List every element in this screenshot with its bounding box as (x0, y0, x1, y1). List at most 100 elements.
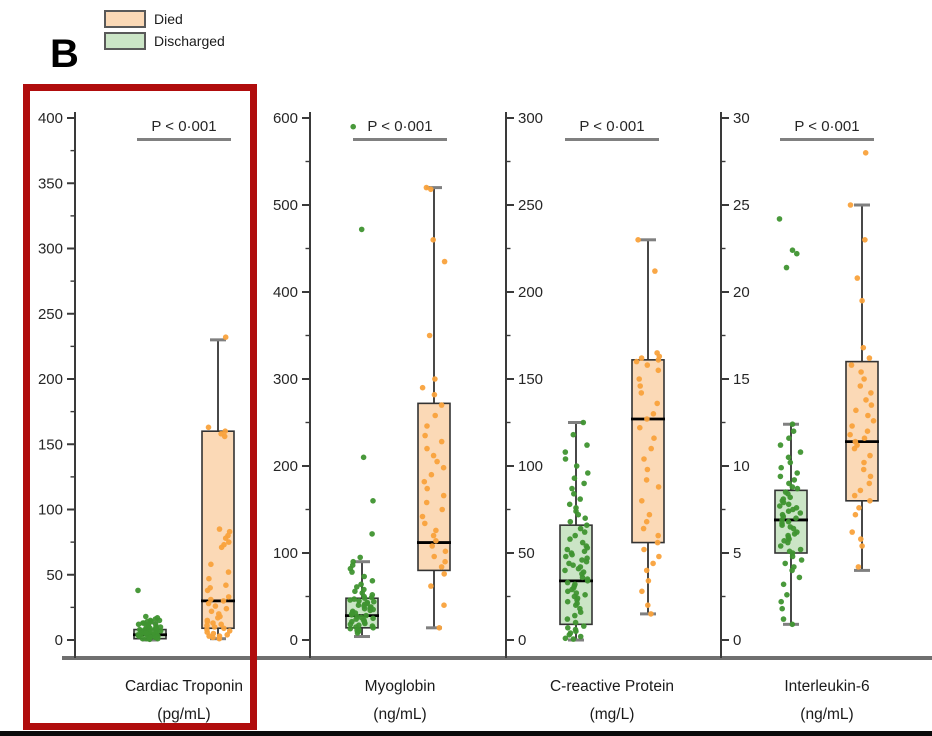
point-discharged-myoglobin (352, 588, 358, 595)
point-discharged-c-reactive-protein (583, 558, 590, 565)
point-died-myoglobin (423, 499, 430, 506)
point-died-c-reactive-protein (655, 484, 662, 490)
point-died-c-reactive-protein (644, 416, 650, 422)
y-tick-label-interleukin-6: 20 (733, 284, 750, 301)
point-died-interleukin-6 (849, 529, 855, 535)
point-died-myoglobin (441, 602, 447, 608)
point-died-cardiac-troponin (205, 600, 212, 607)
y-tick-label-myoglobin: 100 (273, 545, 298, 562)
point-discharged-interleukin-6 (794, 485, 801, 492)
point-died-c-reactive-protein (654, 539, 661, 546)
point-discharged-c-reactive-protein (562, 449, 569, 455)
point-discharged-myoglobin (368, 594, 375, 601)
point-discharged-c-reactive-protein (575, 511, 582, 518)
point-discharged-cardiac-troponin (143, 613, 149, 620)
point-discharged-c-reactive-protein (584, 522, 590, 528)
point-discharged-myoglobin (370, 498, 376, 504)
point-discharged-myoglobin (360, 454, 367, 461)
point-discharged-c-reactive-protein (570, 636, 577, 642)
point-discharged-cardiac-troponin (148, 618, 154, 625)
figure-bottom-border (0, 731, 932, 736)
legend-item-discharged: Discharged (104, 30, 225, 52)
point-discharged-c-reactive-protein (581, 480, 587, 487)
y-tick-label-c-reactive-protein: 150 (518, 371, 543, 388)
point-died-cardiac-troponin (210, 634, 216, 641)
point-discharged-c-reactive-protein (566, 501, 573, 508)
point-died-c-reactive-protein (644, 362, 651, 368)
point-died-c-reactive-protein (643, 477, 650, 483)
point-discharged-myoglobin (367, 607, 374, 614)
point-died-myoglobin (440, 464, 447, 471)
y-tick-label-c-reactive-protein: 100 (518, 458, 543, 475)
x-unit-label-myoglobin: (ng/mL) (373, 706, 426, 723)
x-unit-label-interleukin-6: (ng/mL) (800, 706, 853, 723)
point-died-cardiac-troponin (205, 424, 212, 431)
point-died-interleukin-6 (852, 511, 859, 518)
point-died-c-reactive-protein (635, 237, 641, 243)
y-tick-label-c-reactive-protein: 200 (518, 284, 543, 301)
point-discharged-myoglobin (357, 554, 364, 561)
point-died-interleukin-6 (856, 505, 862, 511)
point-died-cardiac-troponin (216, 526, 223, 532)
point-died-interleukin-6 (861, 376, 867, 382)
y-tick-label-myoglobin: 200 (273, 458, 298, 475)
point-died-c-reactive-protein (655, 357, 662, 363)
box-discharged-c-reactive-protein (559, 524, 593, 626)
point-discharged-interleukin-6 (797, 449, 804, 455)
point-died-c-reactive-protein (639, 588, 645, 595)
point-died-c-reactive-protein (645, 602, 651, 608)
point-discharged-myoglobin (369, 578, 376, 584)
point-discharged-interleukin-6 (790, 525, 797, 532)
point-died-myoglobin (434, 458, 440, 465)
point-died-cardiac-troponin (215, 615, 221, 621)
point-discharged-interleukin-6 (777, 543, 784, 549)
point-discharged-c-reactive-protein (577, 525, 584, 532)
point-discharged-c-reactive-protein (564, 616, 571, 622)
point-died-cardiac-troponin (204, 622, 210, 629)
point-died-c-reactive-protein (648, 611, 654, 617)
y-tick-label-cardiac-troponin: 300 (38, 241, 63, 258)
point-died-interleukin-6 (849, 423, 855, 429)
point-died-c-reactive-protein (639, 498, 645, 504)
point-died-c-reactive-protein (655, 367, 662, 374)
point-died-myoglobin (440, 492, 447, 499)
y-tick-label-myoglobin: 500 (273, 197, 298, 214)
point-died-c-reactive-protein (652, 268, 658, 274)
point-discharged-c-reactive-protein (582, 592, 588, 598)
point-discharged-c-reactive-protein (569, 485, 575, 492)
point-died-myoglobin (428, 583, 434, 589)
point-died-myoglobin (428, 471, 435, 478)
point-discharged-interleukin-6 (793, 515, 799, 521)
point-discharged-myoglobin (347, 597, 353, 603)
point-discharged-interleukin-6 (779, 522, 785, 528)
point-discharged-interleukin-6 (777, 503, 783, 509)
point-died-c-reactive-protein (650, 560, 656, 567)
point-discharged-myoglobin (350, 123, 357, 130)
point-discharged-interleukin-6 (798, 557, 805, 563)
y-tick-label-c-reactive-protein: 0 (518, 632, 526, 649)
y-tick-label-c-reactive-protein: 50 (518, 545, 535, 562)
point-discharged-myoglobin (354, 630, 361, 636)
point-discharged-c-reactive-protein (571, 475, 578, 482)
point-discharged-interleukin-6 (785, 501, 792, 508)
p-value-underline-c-reactive-protein (565, 138, 659, 141)
point-discharged-interleukin-6 (779, 605, 785, 612)
point-died-interleukin-6 (862, 150, 869, 156)
point-discharged-myoglobin (361, 605, 368, 612)
point-discharged-myoglobin (356, 598, 362, 604)
y-tick-label-cardiac-troponin: 350 (38, 175, 63, 192)
legend: Died Discharged (104, 8, 225, 52)
point-died-c-reactive-protein (655, 532, 661, 539)
point-discharged-c-reactive-protein (562, 567, 568, 574)
point-died-myoglobin (430, 237, 437, 243)
point-discharged-c-reactive-protein (581, 623, 587, 629)
point-died-interleukin-6 (858, 369, 864, 375)
point-discharged-interleukin-6 (789, 567, 795, 574)
point-died-interleukin-6 (867, 498, 873, 504)
point-discharged-c-reactive-protein (564, 598, 571, 605)
y-tick-label-cardiac-troponin: 200 (38, 371, 63, 388)
point-died-myoglobin (432, 412, 439, 419)
point-discharged-myoglobin (370, 625, 377, 631)
x-unit-label-c-reactive-protein: (mg/L) (590, 706, 635, 723)
